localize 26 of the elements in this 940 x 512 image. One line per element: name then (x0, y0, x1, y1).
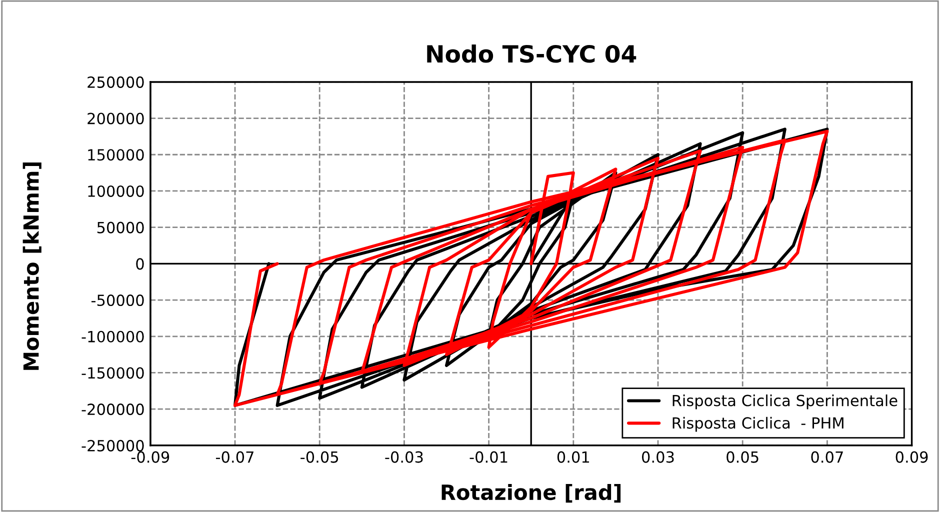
legend-label: Risposta Ciclica - PHM (672, 416, 844, 432)
y-tick-label: -50000 (91, 294, 144, 306)
y-tick-label: 200000 (88, 112, 144, 124)
y-tick-label: 0 (136, 258, 144, 270)
y-tick-label: -200000 (82, 404, 144, 416)
x-tick-label: 0.09 (896, 451, 928, 463)
y-tick-label: 150000 (88, 149, 144, 161)
y-tick-label: -250000 (82, 440, 144, 452)
y-tick-label: -100000 (82, 330, 144, 342)
y-tick-label: 100000 (88, 185, 144, 197)
x-tick-label: -0.07 (216, 451, 254, 463)
x-axis-title: Rotazione [rad] (442, 484, 621, 503)
x-tick-label: -0.09 (131, 451, 170, 463)
x-tick-label: -0.03 (385, 451, 423, 463)
y-tick-label: 250000 (88, 76, 144, 88)
x-tick-label: -0.01 (470, 451, 508, 463)
legend-label: Risposta Ciclica Sperimentale (672, 394, 898, 410)
y-tick-label: 50000 (97, 222, 144, 234)
x-tick-label: 0.01 (557, 451, 589, 463)
x-tick-label: 0.07 (811, 451, 843, 463)
y-tick-label: -150000 (82, 367, 144, 379)
x-tick-label: 0.03 (642, 451, 674, 463)
x-tick-label: 0.05 (726, 451, 758, 463)
x-tick-label: -0.05 (300, 451, 338, 463)
chart-title: Nodo TS-CYC 04 (427, 44, 636, 63)
y-axis-title: Momento [kNmm] (22, 162, 42, 370)
